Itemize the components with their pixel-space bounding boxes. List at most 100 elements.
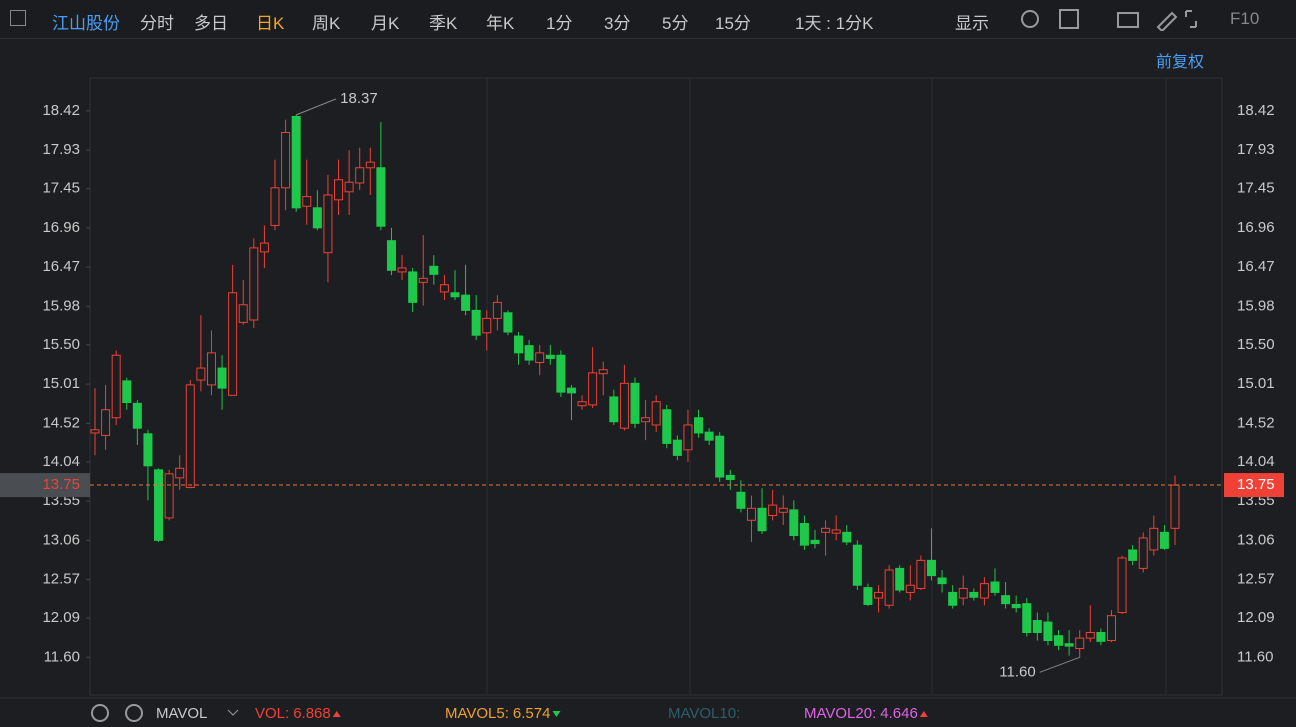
- candle-body: [450, 292, 460, 298]
- candle-body: [132, 402, 142, 429]
- period-select[interactable]: 1天 : 1分K: [795, 14, 874, 33]
- indicator-label: VOL:: [255, 705, 289, 722]
- candle-body: [958, 587, 968, 599]
- candle-body: [175, 467, 185, 479]
- camera-icon[interactable]: [1117, 12, 1139, 28]
- y-tick-label: 15.98: [1237, 297, 1275, 314]
- candle-body: [492, 301, 502, 319]
- plot-frame: [89, 77, 1223, 696]
- candle-body: [154, 469, 164, 541]
- candle-body: [1128, 549, 1138, 561]
- y-tick-label: 14.04: [42, 453, 80, 470]
- candle-body: [1106, 615, 1116, 642]
- candle-body: [990, 581, 1000, 593]
- candle-body: [90, 429, 100, 434]
- adjust-button[interactable]: 前复权: [1156, 54, 1205, 71]
- candle-body: [312, 207, 322, 229]
- candle-body: [365, 161, 375, 169]
- f10-button[interactable]: F10: [1230, 9, 1260, 28]
- tab[interactable]: 月K: [371, 14, 400, 33]
- display-menu[interactable]: 显示: [955, 14, 989, 33]
- indicator-value: 6.868: [293, 705, 331, 722]
- indicator-label: MAVOL10:: [668, 705, 740, 722]
- y-tick-label: 18.42: [1237, 102, 1275, 119]
- candle-body: [937, 577, 947, 585]
- tab[interactable]: 1分: [546, 14, 573, 33]
- tab[interactable]: 5分: [662, 14, 689, 33]
- candle-body: [185, 384, 195, 488]
- tab[interactable]: 日K: [256, 14, 285, 33]
- sidebar-toggle[interactable]: [10, 10, 26, 26]
- candle-body: [672, 439, 682, 456]
- candle-body: [249, 247, 259, 321]
- fullscreen-icon[interactable]: [1185, 10, 1197, 28]
- toolbar: [0, 0, 1296, 39]
- y-tick-label: 16.47: [1237, 258, 1275, 275]
- close-icon[interactable]: [125, 704, 143, 722]
- candle-body: [206, 352, 216, 386]
- indicator-label: MAVOL5:: [445, 705, 509, 722]
- candle-body: [503, 312, 513, 333]
- indicator: MAVOL20: 4.646: [804, 705, 918, 722]
- y-tick-label: 11.60: [1237, 648, 1273, 665]
- tab[interactable]: 3分: [604, 14, 631, 33]
- tab[interactable]: 分时: [140, 14, 174, 33]
- candle-body: [1075, 637, 1085, 650]
- trend-arrow: [332, 711, 341, 717]
- candle-body: [1011, 603, 1021, 609]
- candle-body: [694, 417, 704, 434]
- candle-body: [725, 474, 735, 480]
- stock-name[interactable]: 江山股份: [52, 14, 120, 33]
- candle-body: [895, 567, 905, 591]
- last-price-label: 13.75: [42, 476, 80, 493]
- candle-body: [715, 435, 725, 478]
- candle-body: [556, 354, 566, 393]
- candle-body: [905, 584, 915, 593]
- candle-body: [789, 509, 799, 537]
- candle-body: [1054, 635, 1064, 646]
- candle-body: [810, 539, 820, 545]
- candle-body: [821, 527, 831, 533]
- tab[interactable]: 季K: [429, 14, 458, 33]
- candle-body: [874, 591, 884, 599]
- candle-body: [1032, 619, 1042, 633]
- tab[interactable]: 15分: [715, 14, 751, 33]
- y-tick-label: 12.09: [42, 609, 80, 626]
- tab[interactable]: 年K: [486, 14, 515, 33]
- indicator-label: MAVOL20:: [804, 705, 876, 722]
- y-tick-label: 18.42: [42, 102, 80, 119]
- last-price-label: 13.75: [1237, 476, 1275, 493]
- candle-body: [461, 294, 471, 311]
- settings-icon[interactable]: [1021, 10, 1039, 28]
- tab[interactable]: 周K: [312, 14, 341, 33]
- dropdown-icon: [227, 709, 239, 716]
- candle-body: [651, 401, 661, 426]
- tab[interactable]: 多日: [194, 14, 228, 33]
- candle-body: [228, 292, 238, 396]
- plot: 11.60 11.60 12.09 12.09 12.57 12.57 13.06 13.06…: [0, 90, 1284, 722]
- candle-body: [344, 181, 354, 193]
- y-tick-label: 12.57: [1237, 571, 1275, 588]
- y-tick-label: 17.45: [42, 180, 80, 197]
- candle-body: [916, 559, 926, 589]
- checkbox-icon[interactable]: [1059, 9, 1079, 29]
- y-tick-label: 16.96: [1237, 219, 1275, 236]
- price-tag: [0, 473, 90, 498]
- candle-body: [302, 196, 312, 207]
- candle-body: [323, 194, 333, 254]
- candle-body: [1022, 603, 1032, 633]
- candle-body: [122, 380, 132, 404]
- y-tick-label: 13.06: [42, 531, 80, 548]
- y-tick-label: 15.98: [42, 297, 80, 314]
- pen-icon[interactable]: [1156, 11, 1178, 31]
- candle-body: [238, 304, 248, 323]
- y-tick-label: 12.57: [42, 571, 80, 588]
- candle-body: [926, 559, 936, 577]
- candle-body: [1117, 557, 1127, 613]
- settings-icon[interactable]: [91, 704, 109, 722]
- candle-body: [979, 583, 989, 599]
- y-tick-label: 17.93: [42, 141, 80, 158]
- candle-body: [746, 507, 756, 521]
